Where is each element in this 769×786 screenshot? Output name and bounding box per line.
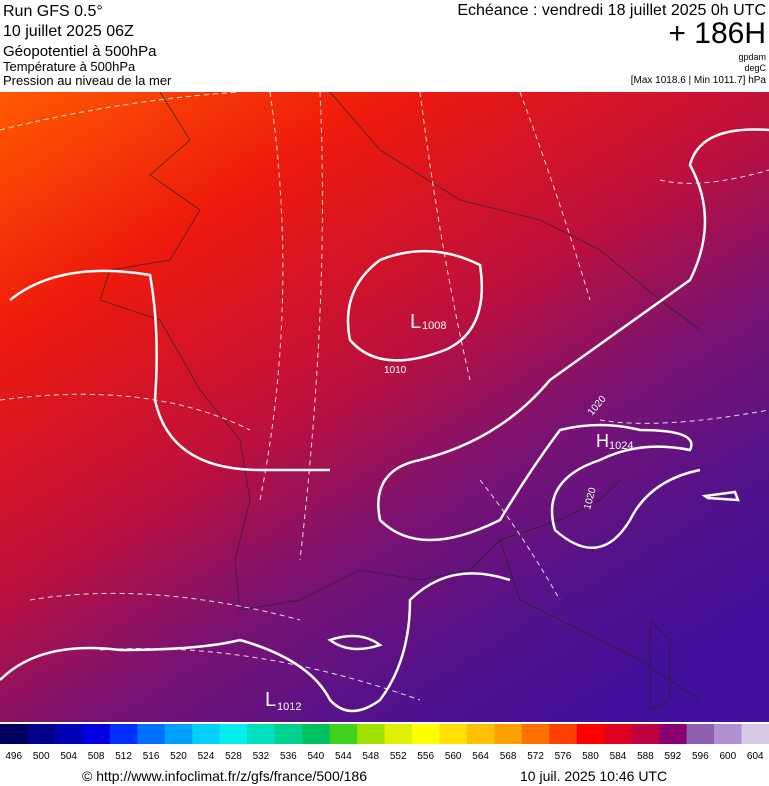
colorbar-label: 544 [335,751,352,762]
colorbar-swatch [274,724,303,744]
colorbar-swatch [82,724,111,744]
colorbar-label: 540 [307,751,324,762]
run: Run GFS 0.5° [3,3,103,20]
field: Géopotentiel à 500hPa [3,43,157,60]
colorbar-label: 604 [747,751,764,762]
colorbar-swatch [302,724,331,744]
colorbar-label: 572 [527,751,544,762]
colorbar-label: 556 [417,751,434,762]
colorbar-label: 520 [170,751,187,762]
colorbar-swatch [576,724,605,744]
colorbar-swatch [329,724,358,744]
colorbar-label: 496 [5,751,22,762]
center-symbol: H [596,431,609,451]
center-symbol: L [265,689,276,711]
colorbar-label: 564 [472,751,489,762]
map: L 1008 H 1024 L 1012 1010 1020 1020 [0,91,769,722]
colorbar-label: 560 [445,751,462,762]
footer-time: 10 juil. 2025 10:46 UTC [520,768,667,784]
isobar [377,128,769,550]
colorbar-label: 504 [60,751,77,762]
colorbar-swatch [357,724,385,744]
map-field [0,92,769,722]
colorbar-swatch [0,724,28,744]
colorbar-swatch [631,724,660,744]
colorbar-label: 508 [88,751,105,762]
colorbar-swatch [659,724,688,744]
colorbar-swatch [384,724,413,744]
unit: degC [744,63,766,73]
colorbar-swatch [604,724,633,744]
field: Température à 500hPa [3,59,136,74]
colorbar-swatch [439,724,468,744]
colorbar-swatch [494,724,523,744]
source-url: © http://www.infoclimat.fr/z/gfs/france/… [82,768,367,784]
center-symbol: L [410,311,421,333]
colorbar-swatch [109,724,138,744]
colorbar-label: 536 [280,751,297,762]
colorbar-label: 592 [665,751,682,762]
colorbar-label: 588 [637,751,654,762]
isobar [346,249,484,362]
colorbar-swatch [741,724,769,744]
colorbar-swatch [247,724,276,744]
center-value: 1012 [277,701,301,713]
center-value: 1024 [609,440,633,452]
colorbar-swatch [714,724,743,744]
isobar-label: 1010 [384,365,407,376]
colorbar-label: 500 [33,751,50,762]
colorbar-label: 516 [143,751,160,762]
coastline [99,91,701,711]
colorbar-swatch [411,724,440,744]
colorbar-label: 524 [198,751,215,762]
colorbar-swatch [686,724,715,744]
colorbar-label: 596 [692,751,709,762]
colorbar-swatch [137,724,166,744]
colorbar-label: 584 [610,751,627,762]
colorbar-label: 568 [500,751,517,762]
colorbar-swatch [219,724,248,744]
colorbar-label: 532 [253,751,270,762]
colorbar-swatch [521,724,550,744]
field: Pression au niveau de la mer [3,73,172,88]
colorbar-swatch [466,724,495,744]
colorbar-swatch [54,724,83,744]
colorbar-swatch [164,724,193,744]
center-value: 1008 [422,320,446,332]
colorbar-label: 552 [390,751,407,762]
colorbar-label: 548 [362,751,379,762]
colorbar-label: 528 [225,751,242,762]
colorbar-swatch [27,724,56,744]
pressure-range: [Max 1018.6 | Min 1011.7] hPa [631,75,767,86]
run-date: 10 juillet 2025 06Z [3,23,134,40]
colorbar-label: 580 [582,751,599,762]
colorbar-label: 600 [719,751,736,762]
lead-time: + 186H [668,17,766,50]
colorbar-label: 512 [115,751,132,762]
colorbar-swatch [192,724,221,744]
colorbar-label: 576 [555,751,572,762]
colorbar-swatch [549,724,578,744]
isobar [0,490,740,713]
unit: gpdam [738,52,766,62]
isobar [9,269,330,472]
colorbar: 496 500 504 508 512 516 520 524 528 532 536 540 544 5… [0,724,769,762]
valid-time: Echéance : vendredi 18 juillet 2025 0h U… [457,2,766,19]
